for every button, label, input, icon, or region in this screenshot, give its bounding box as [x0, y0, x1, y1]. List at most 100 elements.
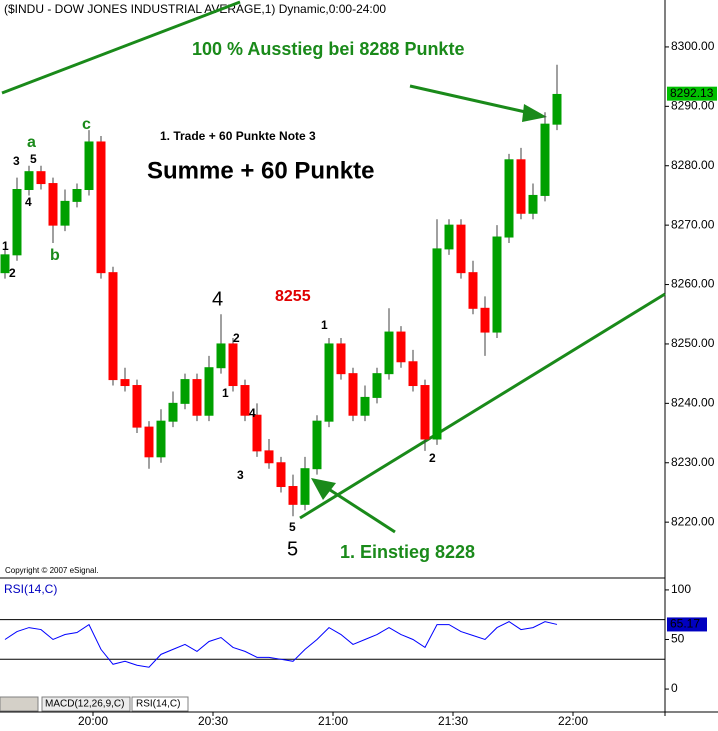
candle-body [132, 385, 142, 428]
annotation: 8255 [275, 288, 311, 305]
candle-body [504, 159, 514, 238]
candle-body [552, 93, 562, 125]
candle-body [540, 123, 550, 196]
candle-body [408, 361, 418, 387]
arrow-head [522, 104, 547, 122]
annotation: 2 [9, 266, 16, 280]
candle-body [528, 194, 538, 214]
arrow [409, 84, 531, 115]
y-tick-label: 8250.00 [671, 336, 715, 350]
y-tick-label: 8220.00 [671, 514, 715, 528]
annotation: 100 % Ausstieg bei 8288 Punkte [192, 39, 464, 59]
last-value-label: 8292.13 [670, 86, 714, 100]
candle-body [372, 373, 382, 398]
candle-body [396, 331, 406, 363]
candle-body [0, 254, 10, 274]
candle-body [192, 379, 202, 416]
tab-label[interactable]: MACD(12,26,9,C) [45, 699, 124, 710]
candle-body [204, 367, 214, 416]
candle-body [300, 468, 310, 505]
x-tick-label: 21:00 [318, 714, 348, 728]
annotation: b [50, 247, 60, 264]
y-tick-label: 50 [671, 632, 685, 646]
candle-body [276, 462, 286, 488]
y-tick-label: 8270.00 [671, 217, 715, 231]
candle-body [120, 379, 130, 387]
y-tick-label: 8240.00 [671, 396, 715, 410]
candle-body [264, 450, 274, 464]
candle-body [444, 224, 454, 250]
candle-body [96, 141, 106, 274]
y-tick-label: 8260.00 [671, 277, 715, 291]
annotation: 3 [237, 468, 244, 482]
annotation: 5 [287, 538, 298, 560]
candle-body [360, 396, 370, 416]
copyright: Copyright © 2007 eSignal. [5, 566, 99, 575]
candle-body [516, 159, 526, 214]
annotation: 4 [25, 195, 32, 209]
annotation: 1 [222, 386, 229, 400]
rsi-title: RSI(14,C) [4, 582, 57, 596]
candle-body [24, 171, 34, 190]
last-value-box [667, 86, 717, 101]
annotation: 1 [321, 318, 328, 332]
candle-body [60, 200, 70, 226]
annotation: 1. Trade + 60 Punkte Note 3 [160, 129, 316, 143]
y-tick-label: 8280.00 [671, 158, 715, 172]
candle-body [48, 183, 58, 226]
last-value-box [667, 617, 707, 632]
tab[interactable] [41, 696, 131, 712]
candle-body [108, 272, 118, 381]
candle-body [180, 379, 190, 404]
annotation: a [27, 134, 36, 151]
annotation: 5 [30, 152, 37, 166]
candle-body [156, 420, 166, 458]
tab[interactable] [131, 696, 189, 712]
tab-label[interactable]: RSI(14,C) [136, 699, 180, 710]
annotation: Summe + 60 Punkte [147, 157, 374, 184]
candle-body [480, 307, 490, 333]
y-tick-label: 8290.00 [671, 99, 715, 113]
last-value-label: 65.17 [670, 617, 700, 631]
x-tick-label: 22:00 [558, 714, 588, 728]
candle-body [72, 188, 82, 202]
chart-title: ($INDU - DOW JONES INDUSTRIAL AVERAGE,1)… [4, 2, 386, 16]
candle-body [312, 420, 322, 470]
trend-line [299, 292, 666, 520]
candle-body [228, 343, 238, 387]
y-tick-label: 100 [671, 582, 691, 596]
x-tick-label: 21:30 [438, 714, 468, 728]
x-tick-label: 20:00 [78, 714, 108, 728]
annotation: 3 [13, 154, 20, 168]
candle-body [420, 385, 430, 440]
annotation: 2 [233, 331, 240, 345]
annotation: c [82, 116, 91, 133]
candle-body [36, 171, 46, 185]
candle-body [240, 385, 250, 416]
annotation: 5 [289, 520, 296, 534]
annotation: 2 [429, 451, 436, 465]
arrow-head [311, 478, 336, 500]
candle-body [288, 486, 298, 505]
candle-body [216, 343, 226, 369]
candle-body [144, 426, 154, 458]
x-tick-label: 20:30 [198, 714, 228, 728]
candle-body [492, 236, 502, 333]
candle-body [468, 272, 478, 309]
candle-body [252, 414, 262, 452]
trend-line [1, 0, 241, 95]
candle-body [456, 224, 466, 274]
candle-body [84, 141, 94, 190]
y-tick-label: 0 [671, 681, 678, 695]
y-tick-label: 8230.00 [671, 455, 715, 469]
scroll-bar[interactable] [0, 696, 39, 712]
candle-body [168, 402, 178, 422]
annotation: 1. Einstieg 8228 [340, 542, 475, 562]
candle-body [324, 343, 334, 422]
annotation: 4 [249, 406, 256, 420]
y-tick-label: 8300.00 [671, 39, 715, 53]
candle-body [348, 373, 358, 416]
annotation: 1 [2, 239, 9, 253]
